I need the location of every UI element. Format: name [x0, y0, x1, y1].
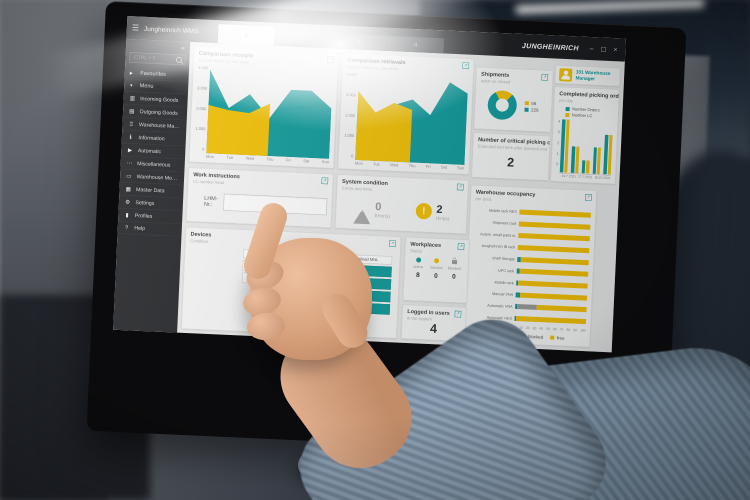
profiles-icon: ▮: [125, 212, 129, 219]
expand-icon[interactable]: ↗: [457, 243, 465, 251]
bar-group: [581, 120, 592, 174]
expand-icon[interactable]: ↗: [456, 183, 464, 191]
active-dot-icon: [416, 257, 422, 263]
help-icon: ?: [124, 224, 129, 231]
expand-icon[interactable]: ↗: [389, 240, 396, 247]
expand-icon[interactable]: ↗: [321, 177, 329, 185]
bar-group: [603, 121, 613, 175]
sidebar-item-label: Warehouse Modelling: [136, 173, 180, 182]
panel-subtitle: Condition: [190, 238, 209, 244]
miscellaneous-icon: ⋯: [126, 160, 133, 167]
workplaces-statuses: active 8 inactive 0 blocked 0: [408, 257, 464, 299]
user-icon: [558, 67, 573, 82]
panel-subtitle: Status: [409, 248, 423, 254]
settings-gear-icon: ⚙: [125, 199, 131, 206]
sidebar-item-label: Help: [134, 225, 146, 232]
panel-workplaces: Workplaces Status ↗ active 8 inactive 0 bloc…: [402, 236, 470, 304]
bar-group: [570, 120, 581, 174]
completed-orders-legend: Number Orders Number LC: [565, 105, 614, 121]
errors-label: Error(s): [374, 212, 391, 219]
master-data-icon: ▦: [125, 186, 132, 193]
legend-item-number-lc: Number LC: [565, 112, 613, 119]
expand-icon[interactable]: ↗: [454, 310, 462, 318]
expand-icon[interactable]: ↗: [584, 193, 592, 201]
panel-subtitle: LC number input: [192, 178, 225, 186]
occupancy-chart: Mobile rack NES Shipment rack Autom. small…: [470, 204, 591, 328]
hint-exclamation-icon: !: [415, 202, 433, 220]
close-button[interactable]: ×: [613, 45, 618, 54]
hints-label: Hint(s): [435, 215, 450, 222]
maximize-button[interactable]: ▢: [600, 45, 607, 53]
bar-group: [559, 119, 570, 173]
warehouse-modelling-icon: ▭: [126, 173, 132, 180]
hints-status: ! 2 Hint(s): [415, 202, 450, 222]
bar-group: [592, 121, 602, 175]
panel-title: Devices: [190, 231, 212, 239]
completed-orders-bars: [559, 119, 614, 176]
warning-triangle-icon: !: [352, 200, 371, 225]
hints-count: 2: [436, 202, 443, 216]
panel-completed-picking-orders: Completed picking orders per day ↗ Numbe…: [550, 86, 620, 185]
workplace-status-inactive: inactive 0: [426, 258, 446, 298]
legend-item-free: free: [550, 335, 565, 341]
logged-in-users-count: 4: [429, 321, 438, 336]
sidebar-item-help[interactable]: ? Help: [117, 221, 183, 237]
sidebar-item-label: Master Data: [135, 186, 165, 194]
workplace-status-blocked: blocked 0: [444, 259, 464, 299]
inactive-dot-icon: [433, 258, 440, 264]
minimize-button[interactable]: –: [589, 44, 594, 53]
panel-system-condition: System condition Errors and hints ↗ ! 0 …: [334, 174, 469, 235]
user-badge[interactable]: 101 Warehouse Manager: [554, 65, 621, 87]
sidebar-item-label: Settings: [135, 199, 155, 207]
user-name: 101 Warehouse Manager: [575, 69, 611, 82]
errors-status: ! 0 Error(s): [352, 199, 391, 225]
errors-count: 0: [374, 199, 382, 213]
lhm-field-label: LHM-Nr.:: [203, 195, 218, 208]
sidebar-item-label: Miscellaneous: [137, 160, 171, 168]
lock-icon: [451, 260, 458, 265]
sidebar-item-label: Profiles: [134, 212, 153, 220]
workplace-status-active: active 8: [408, 257, 428, 297]
